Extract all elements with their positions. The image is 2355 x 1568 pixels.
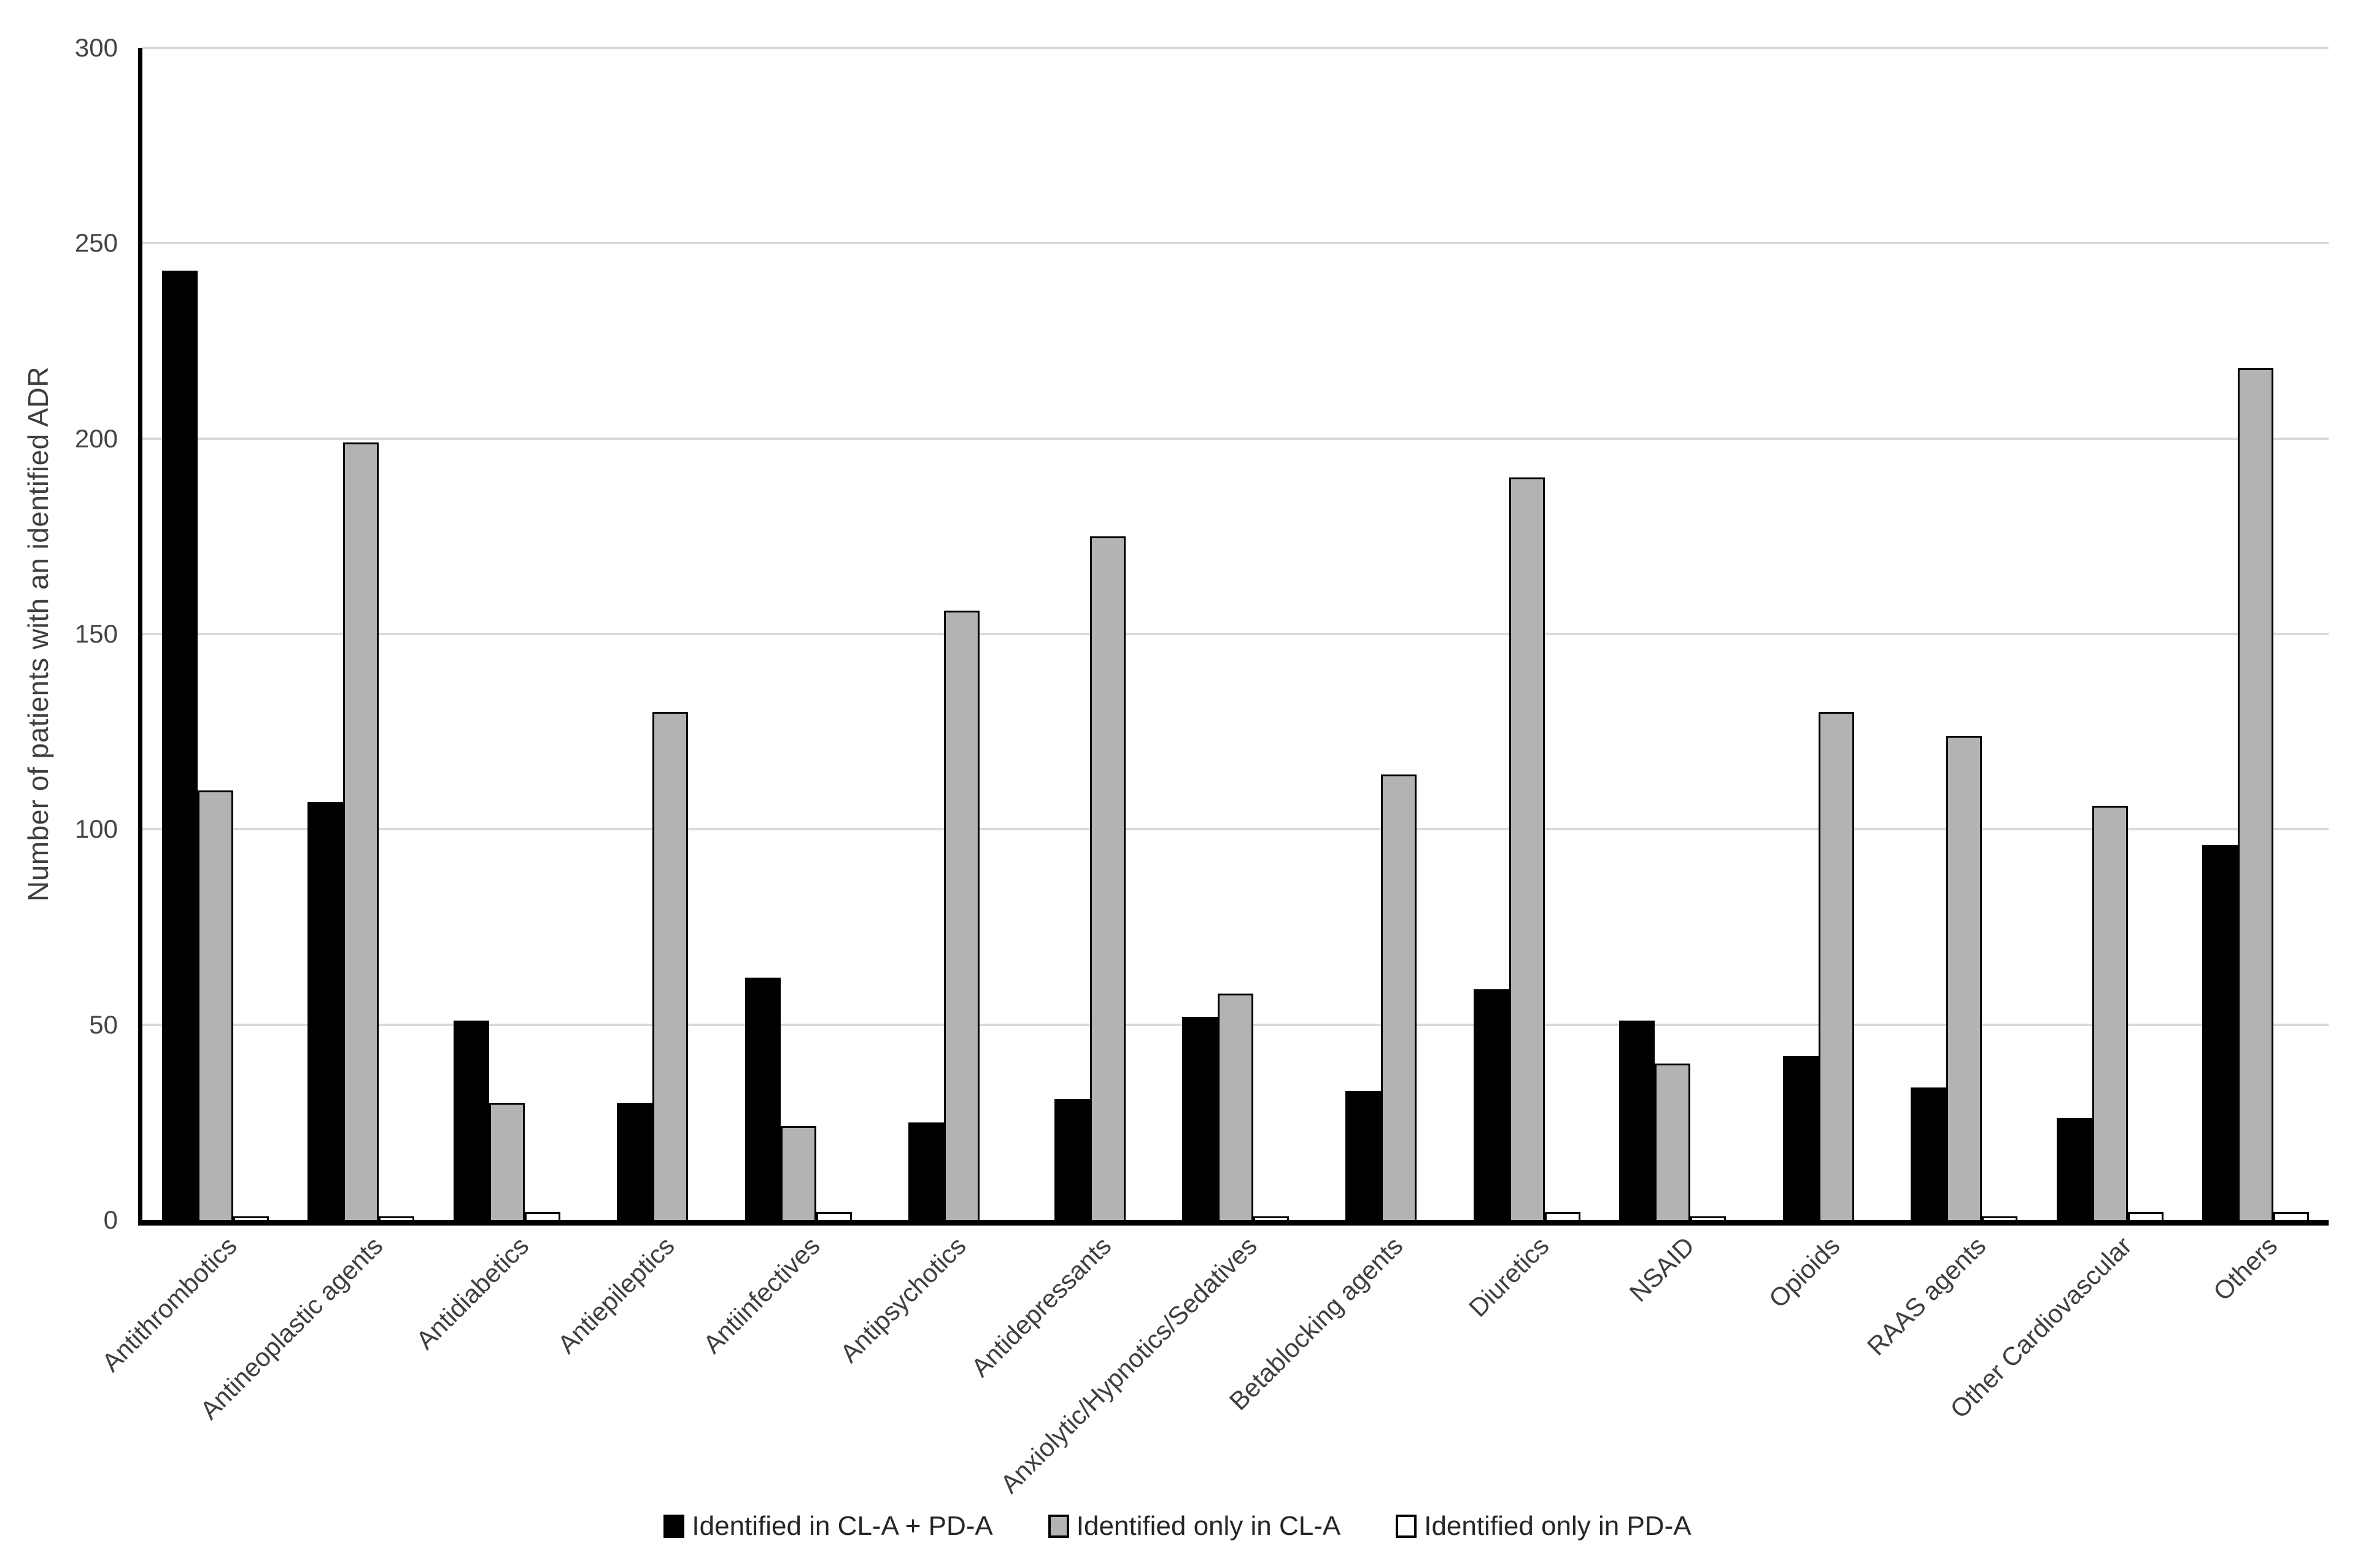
legend-swatch-gray-icon (1048, 1515, 1069, 1538)
legend-item: Identified only in PD-A (1396, 1511, 1692, 1542)
bar-series0-cat8 (1345, 1091, 1382, 1220)
category-label: Antidepressants (965, 1231, 1117, 1383)
bar-group-7 (1162, 48, 1308, 1220)
bar-series0-cat12 (1911, 1087, 1947, 1220)
bar-series2-cat13 (2127, 1212, 2164, 1220)
bar-series0-cat5 (908, 1122, 945, 1220)
bar-series1-cat14 (2238, 368, 2274, 1220)
bar-series0-cat7 (1182, 1016, 1218, 1220)
bar-series1-cat3 (652, 712, 689, 1220)
bar-group-10 (1600, 48, 1746, 1220)
bar-series1-cat4 (780, 1126, 816, 1220)
y-axis-title: Number of patients with an identified AD… (22, 366, 54, 902)
bar-series1-cat5 (944, 610, 980, 1220)
gridline-100 (142, 828, 2329, 831)
bar-series1-cat10 (1655, 1064, 1691, 1220)
bar-series2-cat2 (524, 1212, 560, 1220)
bar-series1-cat0 (197, 790, 233, 1220)
gridline-250 (142, 242, 2329, 245)
bar-series0-cat2 (453, 1021, 489, 1220)
bar-series1-cat9 (1509, 477, 1545, 1220)
legend-item: Identified in CL-A + PD-A (663, 1511, 993, 1542)
legend-label: Identified in CL-A + PD-A (692, 1511, 993, 1541)
bar-series0-cat14 (2202, 844, 2238, 1220)
bar-group-11 (1746, 48, 1891, 1220)
category-label: Antidiabetics (410, 1231, 534, 1355)
bar-series0-cat1 (307, 801, 344, 1220)
bar-group-3 (579, 48, 725, 1220)
bar-series1-cat1 (343, 442, 379, 1220)
legend-label: Identified only in PD-A (1424, 1511, 1692, 1541)
y-tick-label: 250 (74, 228, 118, 258)
bar-series1-cat2 (489, 1103, 525, 1220)
bar-series1-cat13 (2092, 806, 2128, 1220)
category-label: Opioids (1763, 1231, 1846, 1313)
y-tick-label: 0 (103, 1205, 118, 1234)
category-label: Others (2208, 1231, 2283, 1307)
bar-series0-cat0 (161, 270, 198, 1220)
bar-series0-cat11 (1782, 1056, 1819, 1220)
bar-group-2 (434, 48, 579, 1220)
category-label: Antipsychotics (834, 1231, 972, 1369)
bar-group-12 (1892, 48, 2037, 1220)
y-tick-label: 200 (74, 423, 118, 453)
bar-group-14 (2183, 48, 2329, 1220)
category-label: Diuretics (1463, 1231, 1555, 1323)
y-tick-label: 50 (89, 1010, 118, 1039)
bar-group-9 (1454, 48, 1599, 1220)
bar-series2-cat7 (1253, 1216, 1290, 1220)
bar-series2-cat12 (1982, 1216, 2018, 1220)
bar-series2-cat10 (1690, 1216, 1727, 1220)
bar-series1-cat12 (1946, 735, 1982, 1220)
gridline-200 (142, 437, 2329, 440)
bar-group-1 (288, 48, 433, 1220)
plot-area (138, 47, 2329, 1226)
category-label: RAAS agents (1862, 1231, 1992, 1361)
bar-series2-cat4 (816, 1212, 852, 1220)
bar-group-0 (142, 48, 288, 1220)
gridline-300 (142, 47, 2329, 49)
legend: Identified in CL-A + PD-A Identified onl… (0, 1511, 2355, 1542)
bar-group-4 (725, 48, 871, 1220)
bar-group-6 (1017, 48, 1162, 1220)
bar-series0-cat13 (2056, 1118, 2092, 1220)
bar-series1-cat7 (1218, 993, 1254, 1220)
y-tick-label: 100 (74, 814, 118, 844)
category-label: Antiinfectives (697, 1231, 826, 1359)
bar-group-8 (1309, 48, 1454, 1220)
bar-series0-cat4 (744, 978, 781, 1220)
category-label: Antithrombotics (96, 1231, 242, 1377)
bar-series0-cat10 (1619, 1021, 1655, 1220)
bar-series0-cat6 (1054, 1099, 1090, 1220)
bar-series1-cat11 (1818, 712, 1854, 1220)
legend-swatch-black-icon (663, 1515, 685, 1538)
bar-series2-cat0 (233, 1216, 269, 1220)
bar-groups (142, 48, 2329, 1220)
bar-series1-cat6 (1089, 536, 1126, 1220)
bar-group-13 (2037, 48, 2183, 1220)
gridline-150 (142, 633, 2329, 635)
bar-series2-cat9 (1544, 1212, 1580, 1220)
bar-series0-cat3 (617, 1103, 653, 1220)
bar-series2-cat1 (379, 1216, 415, 1220)
category-label: Anxiolytic/Hypnotics/Sedatives (995, 1231, 1263, 1499)
y-tick-label: 300 (74, 33, 118, 62)
category-label: NSAID (1623, 1231, 1700, 1307)
bar-series2-cat14 (2273, 1212, 2310, 1220)
bar-series0-cat9 (1473, 989, 1509, 1220)
bar-group-5 (871, 48, 1016, 1220)
y-tick-label: 150 (74, 619, 118, 648)
legend-label: Identified only in CL-A (1076, 1511, 1341, 1541)
bar-series1-cat8 (1381, 774, 1417, 1220)
legend-item: Identified only in CL-A (1048, 1511, 1340, 1542)
category-label: Antiepileptics (552, 1231, 680, 1359)
legend-swatch-white-icon (1396, 1515, 1417, 1538)
